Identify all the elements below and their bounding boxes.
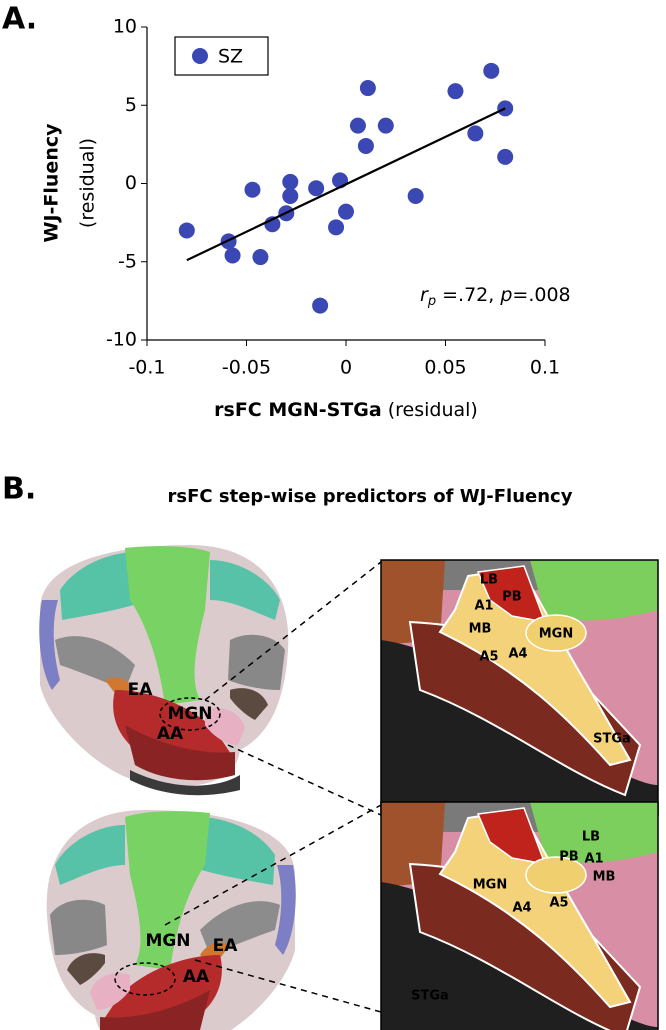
point bbox=[357, 137, 374, 154]
brain-bottom bbox=[45, 809, 297, 1030]
panel-label: B. bbox=[2, 472, 36, 507]
scatter-chart: -10 -5 0 5 10 -0.1 -0.05 0 0.05 0.1 SZ rsFC MGN-STG… bbox=[41, 16, 571, 421]
inset-region-label: LB bbox=[582, 830, 600, 845]
point bbox=[497, 148, 514, 165]
panel-title: rsFC step-wise predictors of WJ-Fluency bbox=[168, 486, 573, 507]
inset-region-label: PB bbox=[502, 590, 521, 605]
point bbox=[224, 247, 241, 264]
y-axis-label: WJ-Fluency bbox=[41, 123, 63, 243]
annotation-part: =.72, bbox=[436, 284, 500, 306]
point bbox=[178, 222, 195, 239]
point bbox=[467, 125, 484, 142]
y-tick-label: 5 bbox=[125, 94, 137, 116]
inset-region-label: A4 bbox=[512, 901, 531, 916]
brain-region-label: MGN bbox=[167, 704, 212, 724]
x-tick-label: 0.1 bbox=[530, 357, 560, 379]
inset-region-label: MGN bbox=[473, 878, 508, 893]
annotation-part: p bbox=[499, 284, 512, 306]
point bbox=[282, 173, 299, 190]
point bbox=[282, 188, 299, 205]
point bbox=[328, 219, 345, 236]
x-axis-label: rsFC MGN-STGa (residual) bbox=[214, 399, 478, 421]
inset-region-label: A4 bbox=[508, 647, 527, 662]
y-tick-label: -5 bbox=[118, 250, 137, 272]
point bbox=[312, 297, 329, 314]
inset-region-label: A5 bbox=[549, 896, 568, 911]
brain-region-label: AA bbox=[157, 724, 184, 744]
annotation: rp =.72, p=.008 bbox=[420, 284, 571, 309]
inset-region-label: STGa bbox=[593, 732, 631, 747]
x-tick-label: 0 bbox=[340, 357, 352, 379]
point bbox=[447, 83, 464, 100]
x-tick-label: 0.05 bbox=[424, 357, 466, 379]
inset-region-label: MB bbox=[593, 870, 616, 885]
y-tick-label: -10 bbox=[106, 329, 137, 351]
legend-box bbox=[174, 36, 269, 76]
inset-region-label: PB bbox=[559, 850, 578, 865]
point bbox=[244, 181, 261, 198]
inset-region-label: A1 bbox=[474, 599, 493, 614]
inset-region-label: MGN bbox=[539, 627, 574, 642]
brain-top bbox=[38, 544, 290, 796]
brain-region-label: MGN bbox=[145, 931, 190, 951]
x-tick-label: -0.1 bbox=[128, 357, 165, 379]
brain-region-label: EA bbox=[213, 936, 239, 956]
connector-lines bbox=[164, 561, 382, 1013]
y-tick-label: 10 bbox=[113, 16, 137, 38]
legend-marker bbox=[192, 48, 208, 64]
point bbox=[359, 80, 376, 97]
inset-region-label: MB bbox=[469, 622, 492, 637]
x-axis-label-part: rsFC MGN-STGa bbox=[214, 399, 382, 421]
brain-region-label: EA bbox=[128, 680, 154, 700]
annotation-part: r bbox=[420, 284, 429, 306]
panel-label: A. bbox=[2, 2, 37, 37]
annotation-part: p bbox=[427, 294, 436, 309]
inset-region-label: LB bbox=[480, 573, 498, 588]
point bbox=[377, 117, 394, 134]
x-axis-label-part: (residual) bbox=[388, 399, 478, 421]
inset-region-label: A5 bbox=[479, 650, 498, 665]
annotation-part: =.008 bbox=[512, 284, 570, 306]
point bbox=[349, 117, 366, 134]
point bbox=[483, 62, 500, 79]
point bbox=[338, 203, 354, 220]
inset-region-label: A1 bbox=[584, 852, 603, 867]
inset-region-label: STGa bbox=[411, 989, 449, 1004]
brain-region-label: AA bbox=[183, 967, 210, 987]
y-axis-label: (residual) bbox=[77, 138, 99, 228]
legend-label: SZ bbox=[218, 46, 243, 68]
fit-line bbox=[186, 107, 506, 262]
point bbox=[252, 249, 269, 266]
point bbox=[308, 180, 325, 197]
y-tick-label: 0 bbox=[125, 172, 137, 194]
point bbox=[407, 188, 424, 205]
x-tick-label: -0.05 bbox=[222, 357, 271, 379]
